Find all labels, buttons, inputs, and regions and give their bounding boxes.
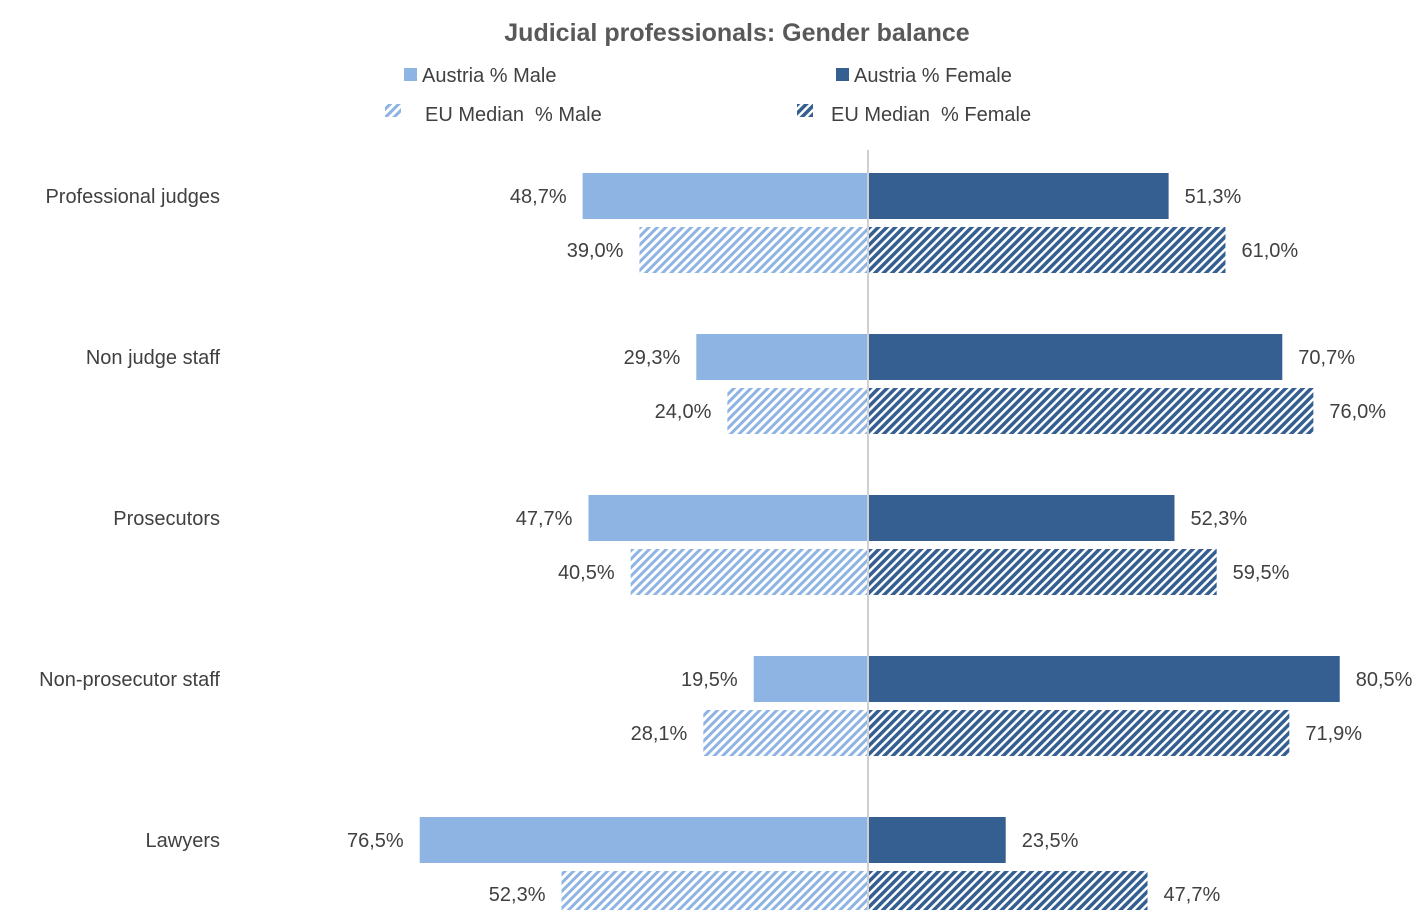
chart-title: Judicial professionals: Gender balance: [504, 19, 970, 47]
bar-eu-median-male-professional-judges: [639, 227, 868, 273]
bar-austria-male-non-judge-staff: [696, 334, 868, 380]
bar-eu-median-female-prosecutors: [868, 549, 1217, 595]
plot-area: Professional judges 48,7% 51,3% 39,0% 61,0% N…: [39, 150, 1413, 910]
bar-eu-median-male-lawyers: [561, 871, 868, 910]
bar-eu-median-female-lawyers: [868, 871, 1148, 910]
bar-austria-male-lawyers: [419, 817, 868, 863]
bar-eu-median-male-non-judge-staff: [727, 388, 868, 434]
bar-eu-median-male-non-prosecutor-staff: [703, 710, 868, 756]
value-label-austria-female-prosecutors: 52,3%: [1190, 508, 1247, 530]
bar-eu-median-male-prosecutors: [630, 549, 868, 595]
value-label-austria-male-non-judge-staff: 29,3%: [624, 347, 681, 369]
bar-eu-median-female-professional-judges: [868, 227, 1226, 273]
bar-eu-median-female-non-prosecutor-staff: [868, 710, 1290, 756]
legend-label-austria-female: Austria % Female: [854, 65, 1012, 87]
value-label-eu-median-male-non-prosecutor-staff: 28,1%: [631, 723, 688, 745]
legend-swatch-eu-female: [797, 104, 813, 117]
legend-swatch-austria-male: [404, 68, 417, 81]
bar-austria-female-lawyers: [868, 817, 1006, 863]
value-label-austria-male-professional-judges: 48,7%: [510, 186, 567, 208]
legend: Austria % Male Austria % Female EU Media…: [385, 65, 1031, 126]
category-label-prosecutors: Prosecutors: [113, 508, 220, 530]
value-label-eu-median-female-non-prosecutor-staff: 71,9%: [1305, 723, 1362, 745]
legend-label-eu-male: EU Median % Male: [425, 104, 602, 126]
value-label-eu-median-male-professional-judges: 39,0%: [567, 240, 624, 262]
legend-label-austria-male: Austria % Male: [422, 65, 557, 87]
bar-eu-median-female-non-judge-staff: [868, 388, 1314, 434]
value-label-eu-median-female-prosecutors: 59,5%: [1233, 562, 1290, 584]
value-label-eu-median-female-non-judge-staff: 76,0%: [1329, 401, 1386, 423]
value-label-eu-median-female-professional-judges: 61,0%: [1241, 240, 1298, 262]
value-label-eu-median-male-non-judge-staff: 24,0%: [655, 401, 712, 423]
value-label-austria-male-lawyers: 76,5%: [347, 830, 404, 852]
value-label-austria-female-non-judge-staff: 70,7%: [1298, 347, 1355, 369]
bar-austria-female-non-judge-staff: [868, 334, 1283, 380]
value-label-austria-female-lawyers: 23,5%: [1022, 830, 1079, 852]
bar-austria-male-non-prosecutor-staff: [753, 656, 868, 702]
bar-austria-female-non-prosecutor-staff: [868, 656, 1340, 702]
value-label-eu-median-male-prosecutors: 40,5%: [558, 562, 615, 584]
value-label-eu-median-male-lawyers: 52,3%: [489, 884, 546, 906]
category-label-lawyers: Lawyers: [146, 830, 220, 852]
category-label-non-judge-staff: Non judge staff: [86, 347, 221, 369]
value-label-austria-female-professional-judges: 51,3%: [1185, 186, 1242, 208]
value-label-eu-median-female-lawyers: 47,7%: [1164, 884, 1221, 906]
category-label-professional-judges: Professional judges: [45, 186, 220, 208]
legend-swatch-austria-female: [836, 68, 849, 81]
legend-label-eu-female: EU Median % Female: [831, 104, 1031, 126]
bar-austria-female-prosecutors: [868, 495, 1175, 541]
category-label-non-prosecutor-staff: Non-prosecutor staff: [39, 669, 220, 691]
value-label-austria-female-non-prosecutor-staff: 80,5%: [1356, 669, 1413, 691]
value-label-austria-male-non-prosecutor-staff: 19,5%: [681, 669, 738, 691]
value-label-austria-male-prosecutors: 47,7%: [516, 508, 573, 530]
bar-austria-male-prosecutors: [588, 495, 868, 541]
bar-austria-male-professional-judges: [582, 173, 868, 219]
bar-austria-female-professional-judges: [868, 173, 1169, 219]
legend-swatch-eu-male: [385, 104, 401, 117]
